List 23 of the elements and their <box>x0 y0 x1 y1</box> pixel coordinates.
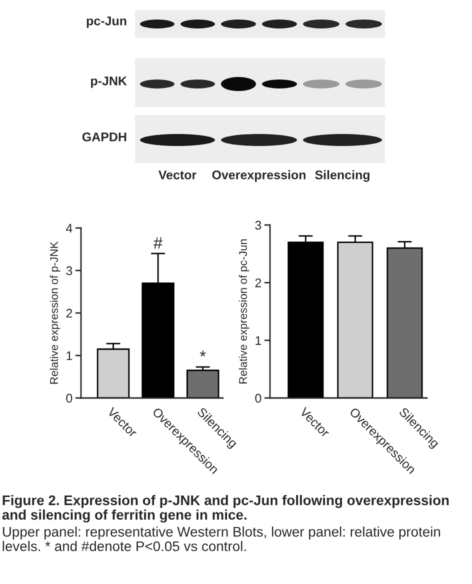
bar <box>186 370 220 398</box>
bar <box>96 348 130 398</box>
y-tick-label: 3 <box>66 266 72 276</box>
text: Figure 2. Expression of p-JNK and pc-Jun following overexpression and silencing of ferritin gene in mice. <box>2 495 449 523</box>
category-label: Silencing <box>315 170 370 182</box>
y-axis-title: Relative expression of pc-Jun <box>238 239 250 384</box>
text: GAPDH <box>82 132 126 142</box>
y-tick-label: 4 <box>66 224 72 233</box>
text: pc-Jun <box>86 16 126 28</box>
y-axis-title: Relative expression of p-JNK <box>50 241 60 384</box>
y-tick-label: 1 <box>66 351 72 360</box>
y-tick-label: 1 <box>256 336 262 345</box>
y-tick-label: 2 <box>255 278 262 288</box>
annotation: # <box>153 237 163 249</box>
y-tick-label: 0 <box>255 394 262 403</box>
category-label: Vector <box>158 170 196 180</box>
text: Upper panel: representative Western Blots, lower panel: relative protein levels. * and #denote P<0.05 vs control. <box>2 526 440 552</box>
y-tick-label: 2 <box>66 308 72 318</box>
y-tick-label: 0 <box>66 394 72 403</box>
category-label: Overexpression <box>212 170 306 182</box>
y-tick-label: 3 <box>255 220 262 230</box>
text: p-JNK <box>91 76 127 88</box>
annotation: * <box>200 350 206 357</box>
